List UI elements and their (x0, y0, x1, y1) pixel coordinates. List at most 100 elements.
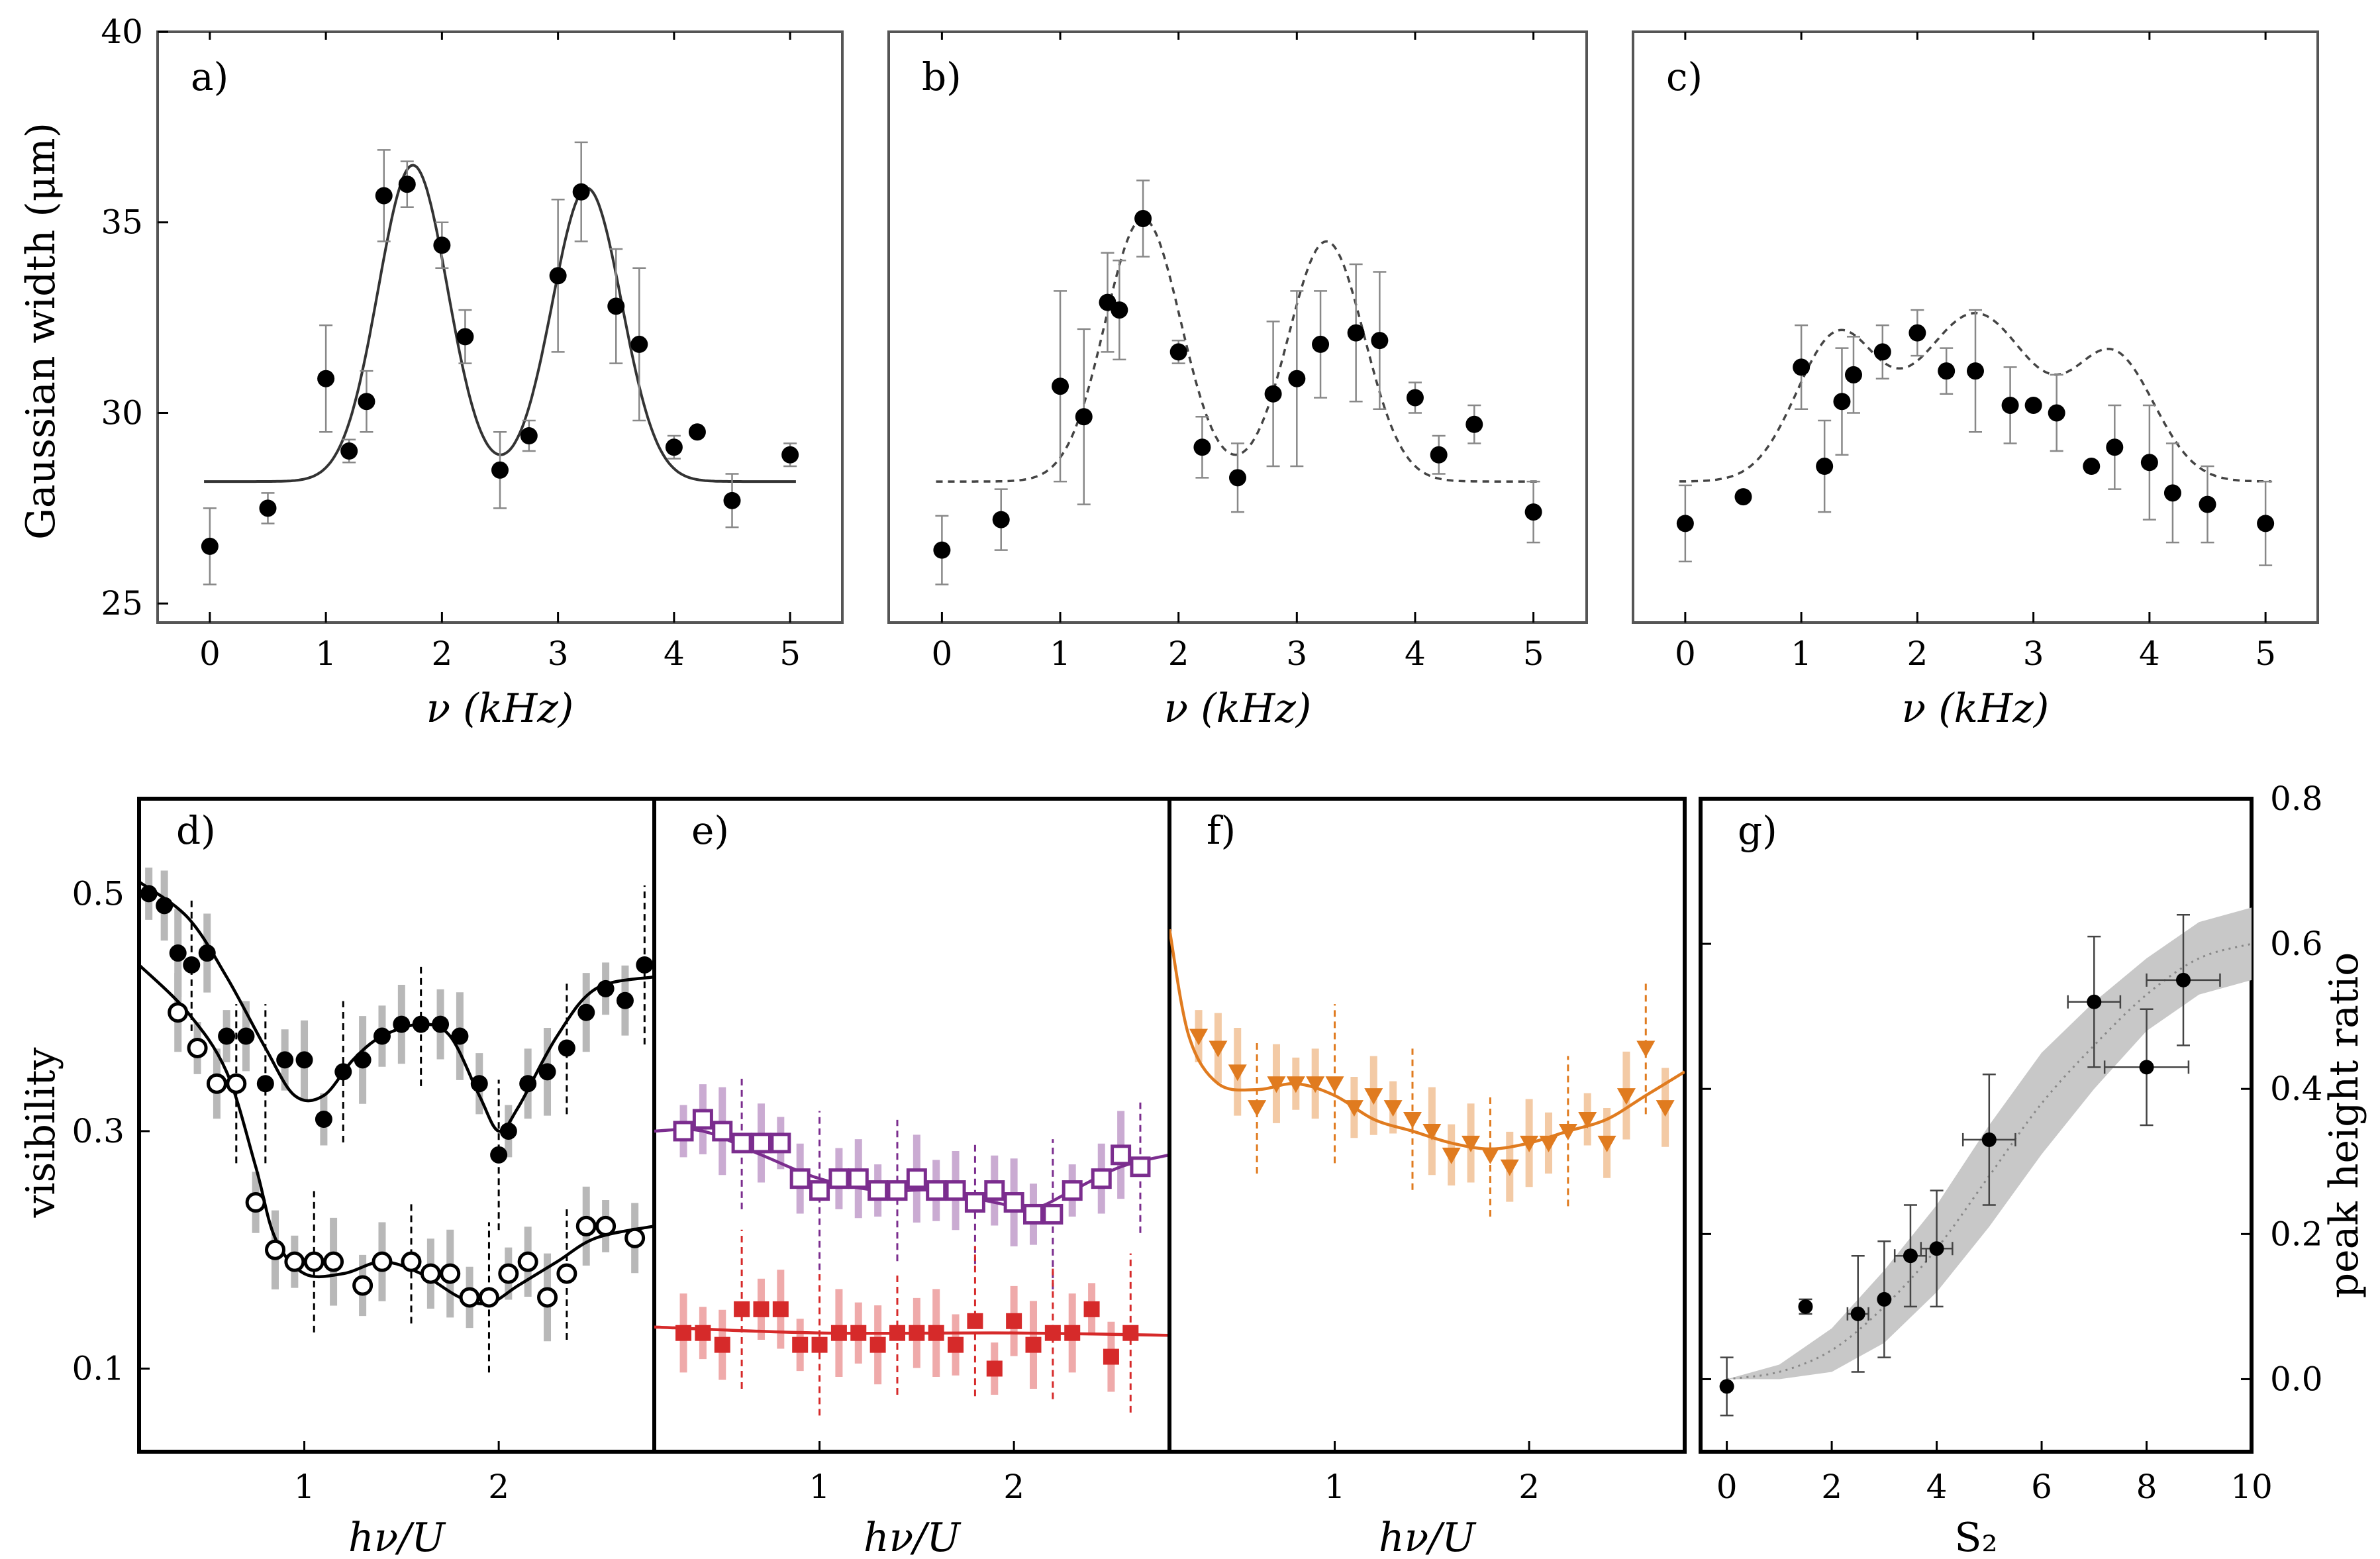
data-point (537, 1287, 558, 1308)
data-point (781, 446, 799, 464)
x-tick-label: 1 (1791, 634, 1812, 673)
data-point (1636, 1040, 1656, 1058)
y-tick-label: 25 (101, 584, 143, 623)
data-point (1042, 1203, 1064, 1225)
panel-b: b) 0 1 2 3 4 5 ν (kHz) (887, 30, 1588, 732)
data-point (315, 1111, 332, 1129)
data-point (433, 236, 451, 254)
data-point (1169, 343, 1187, 361)
data-point (491, 461, 509, 479)
data-point (2257, 515, 2275, 532)
data-point (1967, 362, 1984, 380)
x-axis-label: ν (kHz) (1902, 685, 2050, 732)
data-point (2163, 484, 2181, 502)
y-axis-label: peak height ratio (2321, 952, 2367, 1299)
data-point (2001, 396, 2019, 414)
data-point (792, 1336, 809, 1353)
data-point (198, 944, 216, 962)
data-point (1850, 1306, 1865, 1321)
data-point (1793, 358, 1810, 376)
data-point (630, 335, 648, 353)
data-point (1383, 1100, 1403, 1117)
data-point (1122, 1325, 1139, 1341)
x-tick-label: 1 (294, 1468, 315, 1506)
panel-g: g) 0 2 4 6 8 10 S₂ 0.0 0.2 0.4 0.6 0.8 peak height ra… (1699, 780, 2367, 1559)
data-point (688, 423, 706, 441)
data-point (928, 1325, 944, 1341)
data-point (2087, 994, 2102, 1009)
data-point (575, 1215, 597, 1236)
data-point (1676, 515, 1694, 532)
x-tick-label: 5 (779, 634, 801, 673)
data-point (499, 1122, 517, 1140)
x-tick-label: 4 (664, 634, 685, 673)
data-point (1524, 503, 1542, 521)
x-tick-label: 4 (1405, 634, 1426, 673)
data-point (490, 1146, 508, 1164)
data-point (1406, 389, 1424, 407)
data-point (1371, 332, 1389, 350)
data-point (1873, 343, 1891, 361)
panel-e: e) 1 2 hν/U (652, 797, 1171, 1559)
x-tick-label: 1 (1050, 634, 1071, 673)
data-point (1003, 1192, 1024, 1213)
data-point (673, 1121, 694, 1142)
data-point (1430, 446, 1448, 464)
x-tick-label: 8 (2136, 1468, 2157, 1506)
data-point (1130, 1156, 1151, 1178)
data-point (850, 1325, 867, 1341)
data-point (636, 956, 654, 974)
data-point (2024, 396, 2042, 414)
data-point (352, 1275, 373, 1296)
bottom-ylabel: visibility (18, 1047, 64, 1218)
data-point (517, 1251, 538, 1272)
data-point (303, 1251, 324, 1272)
data-point (723, 491, 741, 509)
data-point (984, 1180, 1005, 1201)
data-point (1909, 324, 1926, 342)
data-point (1229, 469, 1246, 487)
data-point (869, 1336, 886, 1353)
data-point (1134, 209, 1152, 227)
data-point (549, 267, 567, 285)
data-point (811, 1336, 828, 1353)
panel-label: b) (922, 54, 962, 99)
data-point (538, 1063, 556, 1081)
data-point (206, 1073, 227, 1094)
data-point (597, 980, 615, 997)
data-point (945, 1180, 966, 1201)
data-point (1025, 1336, 1042, 1353)
data-point (1248, 1100, 1267, 1117)
data-point (828, 1168, 850, 1189)
data-point (2139, 1060, 2154, 1075)
data-point (848, 1168, 869, 1189)
panel-label: c) (1666, 54, 1703, 99)
data-point (412, 1015, 430, 1033)
data-point (323, 1251, 344, 1272)
data-point (1052, 377, 1069, 395)
data-point (692, 1109, 713, 1130)
data-point (714, 1336, 730, 1353)
data-point (1006, 1313, 1022, 1329)
y-tick-label: 0.0 (2270, 1360, 2323, 1398)
y-tick-label: 0.2 (2270, 1215, 2323, 1253)
data-point (1500, 1159, 1519, 1176)
data-point (393, 1015, 411, 1033)
data-point (933, 541, 951, 559)
y-tick-label: 0.5 (72, 874, 124, 913)
data-point (187, 1037, 208, 1058)
data-point (967, 1313, 983, 1329)
data-point (237, 1027, 255, 1045)
data-point (520, 427, 538, 445)
data-point (1981, 1132, 1997, 1147)
data-point (964, 1192, 985, 1213)
x-axis-label: hν/U (864, 1515, 962, 1559)
panel-a: a) 0 1 2 3 4 5 ν (kHz) 25 30 35 40 (101, 13, 844, 732)
top-ylabel: Gaussian width (μm) (18, 123, 64, 540)
x-axis-label: S₂ (1954, 1515, 1997, 1559)
panel-label: e) (691, 808, 729, 853)
data-point (1103, 1348, 1119, 1365)
data-point (572, 183, 590, 201)
data-point (1209, 1040, 1228, 1058)
data-point (156, 897, 174, 915)
